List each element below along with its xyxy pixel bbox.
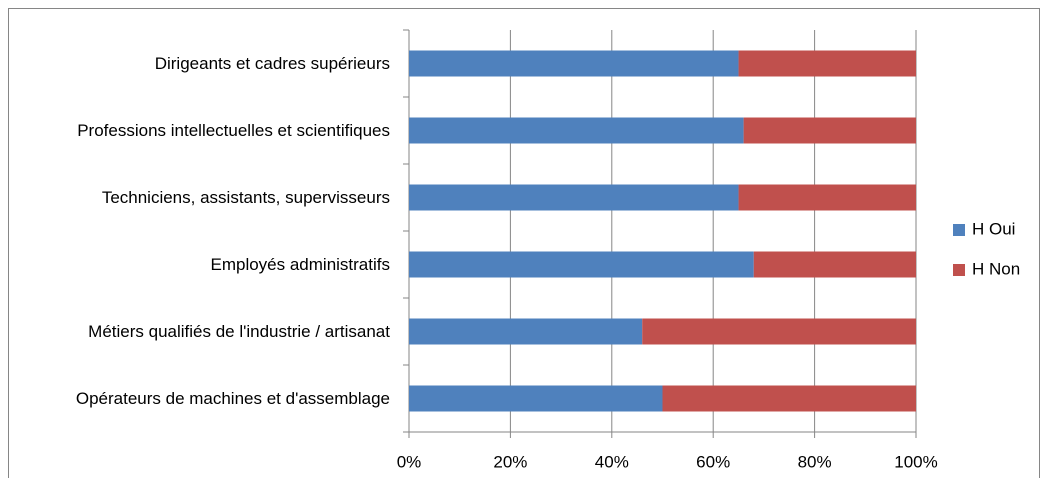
legend-label: H Oui bbox=[972, 219, 1015, 238]
y-tick-label: Employés administratifs bbox=[210, 254, 390, 274]
category-label-box: Opérateurs de machines et d'assemblage bbox=[76, 388, 390, 410]
bar-segment bbox=[642, 318, 916, 345]
x-tick-label: 40% bbox=[595, 452, 629, 471]
bar-segment bbox=[409, 318, 643, 345]
bar-segment bbox=[409, 251, 754, 278]
bar-segment bbox=[743, 117, 916, 144]
legend-label: H Non bbox=[972, 259, 1020, 278]
category-label-box: Professions intellectuelles et scientifi… bbox=[77, 120, 390, 142]
legend-swatch bbox=[953, 264, 965, 276]
y-tick-label: Métiers qualifiés de l'industrie / artis… bbox=[88, 321, 390, 341]
y-tick-label: Opérateurs de machines et d'assemblage bbox=[75, 388, 390, 408]
x-tick-label: 100% bbox=[894, 452, 937, 471]
bar-segment bbox=[738, 50, 916, 77]
bar-segment bbox=[753, 251, 916, 278]
category-label-box: Métiers qualifiés de l'industrie / artis… bbox=[88, 321, 390, 343]
x-tick-label: 60% bbox=[696, 452, 730, 471]
x-tick-label: 0% bbox=[397, 452, 422, 471]
x-tick-label: 80% bbox=[798, 452, 832, 471]
category-label-box: Techniciens, assistants, supervisseurs bbox=[102, 187, 390, 209]
y-tick-label: Professions intellectuelles et scientifi… bbox=[77, 120, 390, 140]
bar-segment bbox=[409, 184, 739, 211]
legend-swatch bbox=[953, 224, 965, 236]
chart-border bbox=[8, 8, 1040, 478]
x-tick-label: 20% bbox=[493, 452, 527, 471]
bar-segment bbox=[409, 117, 744, 144]
category-label-box: Employés administratifs bbox=[210, 254, 390, 276]
y-tick-label: Dirigeants et cadres supérieurs bbox=[154, 53, 390, 73]
bar-segment bbox=[409, 50, 739, 77]
bar-segment bbox=[662, 385, 916, 412]
bar-segment bbox=[738, 184, 916, 211]
y-tick-label: Techniciens, assistants, supervisseurs bbox=[101, 187, 390, 207]
bar-segment bbox=[409, 385, 663, 412]
category-label-box: Dirigeants et cadres supérieurs bbox=[155, 53, 390, 75]
